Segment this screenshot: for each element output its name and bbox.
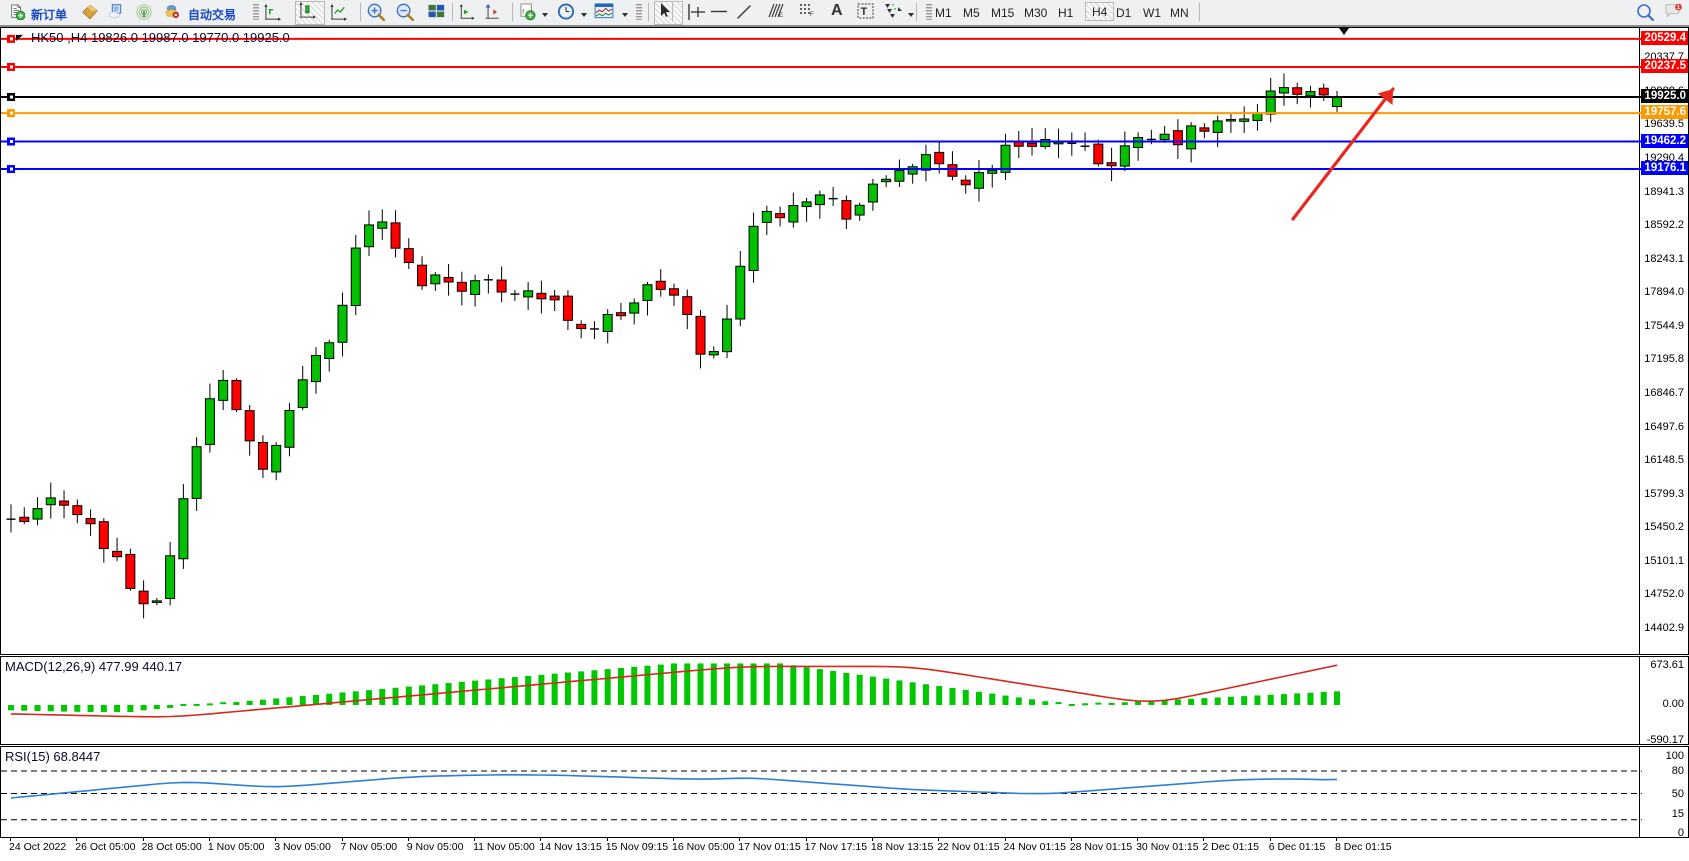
svg-text:F: F bbox=[810, 12, 814, 16]
svg-text:E: E bbox=[779, 13, 783, 18]
svg-text:1: 1 bbox=[1677, 5, 1680, 11]
svg-text:T: T bbox=[861, 6, 868, 18]
